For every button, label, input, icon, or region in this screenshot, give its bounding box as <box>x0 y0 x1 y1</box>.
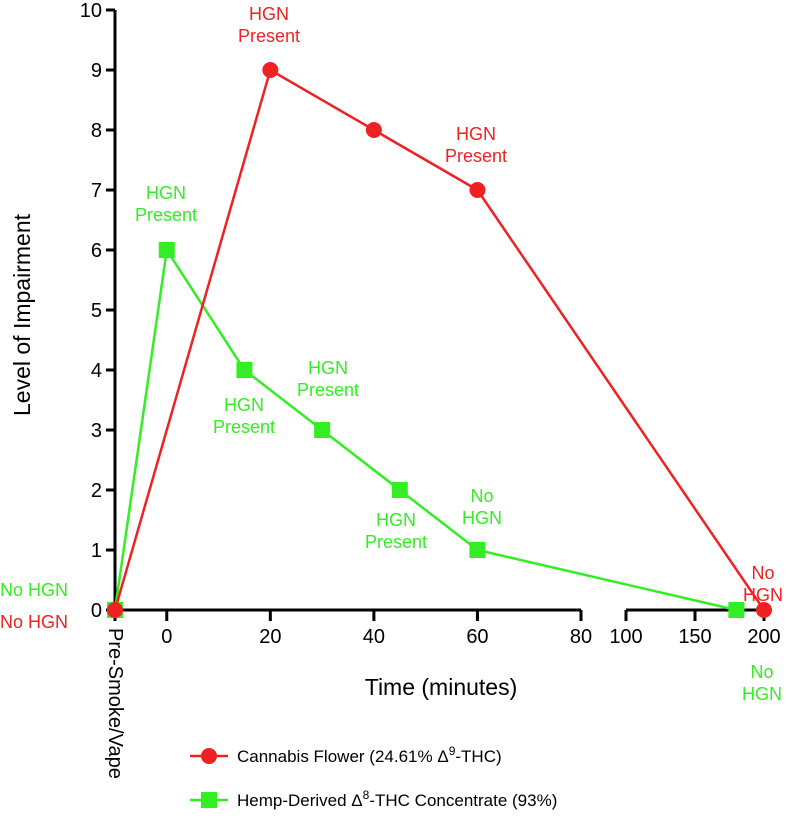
annotation-label: No HGN <box>0 612 68 632</box>
annotation-label: Present <box>135 205 197 225</box>
x-tick-label: 150 <box>678 626 711 648</box>
y-tick-label: 8 <box>91 120 102 142</box>
legend-marker-square <box>201 792 217 808</box>
y-tick-label: 10 <box>80 0 102 22</box>
y-axis-title: Level of Impairment <box>9 213 35 416</box>
y-tick-label: 5 <box>91 300 102 322</box>
x-tick-label: 100 <box>609 626 642 648</box>
series-line-hemp-delta8 <box>113 246 737 612</box>
annotation-label: Present <box>297 380 359 400</box>
data-point-hemp-delta8 <box>469 542 486 558</box>
data-point-cannabis-flower <box>756 602 772 618</box>
x-tick-label: 200 <box>747 626 780 648</box>
data-point-hemp-delta8 <box>314 422 331 438</box>
data-point-cannabis-flower <box>107 602 123 618</box>
annotation-label: No HGN <box>0 580 68 600</box>
annotation-label: HGN <box>743 585 783 605</box>
legend-label: Cannabis Flower (24.61% Δ9-THC) <box>237 744 502 766</box>
annotation-label: HGN <box>742 684 782 704</box>
data-point-hemp-delta8 <box>158 242 175 258</box>
annotation-label: No <box>750 662 773 682</box>
y-tick-label: 4 <box>91 360 102 382</box>
y-tick-label: 0 <box>91 600 102 622</box>
y-tick-label: 9 <box>91 60 102 82</box>
data-point-cannabis-flower <box>469 182 486 198</box>
legend-marker-circle <box>201 748 217 764</box>
data-point-cannabis-flower <box>262 62 279 78</box>
legend-label: Hemp-Derived Δ8-THC Concentrate (93%) <box>237 788 557 810</box>
x-tick-label: 40 <box>363 626 385 648</box>
annotation-label: Present <box>365 532 427 552</box>
annotation-label: Present <box>445 146 507 166</box>
x-axis-title: Time (minutes) <box>365 674 518 700</box>
data-point-hemp-delta8 <box>728 602 745 618</box>
x-tick-label: 0 <box>161 626 172 648</box>
x-tick-label: 60 <box>466 626 488 648</box>
data-point-hemp-delta8 <box>236 362 253 378</box>
annotation-label: HGN <box>146 183 186 203</box>
annotation-label: HGN <box>308 358 348 378</box>
x-category-label: Pre-Smoke/Vape <box>104 628 126 779</box>
y-tick-label: 6 <box>91 240 102 262</box>
annotation-label: No <box>470 486 493 506</box>
annotation-label: HGN <box>249 4 289 24</box>
series-line-cannabis-flower <box>113 68 766 611</box>
annotation-label: HGN <box>456 124 496 144</box>
data-point-cannabis-flower <box>365 122 382 138</box>
annotation-label: Present <box>213 417 275 437</box>
y-tick-label: 1 <box>91 540 102 562</box>
annotation-label: No <box>751 563 774 583</box>
y-tick-label: 2 <box>91 480 102 502</box>
y-tick-label: 7 <box>91 180 102 202</box>
x-tick-label: 80 <box>570 626 592 648</box>
annotation-label: HGN <box>376 510 416 530</box>
annotation-label: HGN <box>462 508 502 528</box>
data-point-hemp-delta8 <box>391 482 408 498</box>
y-tick-label: 3 <box>91 420 102 442</box>
x-tick-label: 20 <box>259 626 281 648</box>
annotation-label: HGN <box>224 395 264 415</box>
annotation-label: Present <box>238 26 300 46</box>
